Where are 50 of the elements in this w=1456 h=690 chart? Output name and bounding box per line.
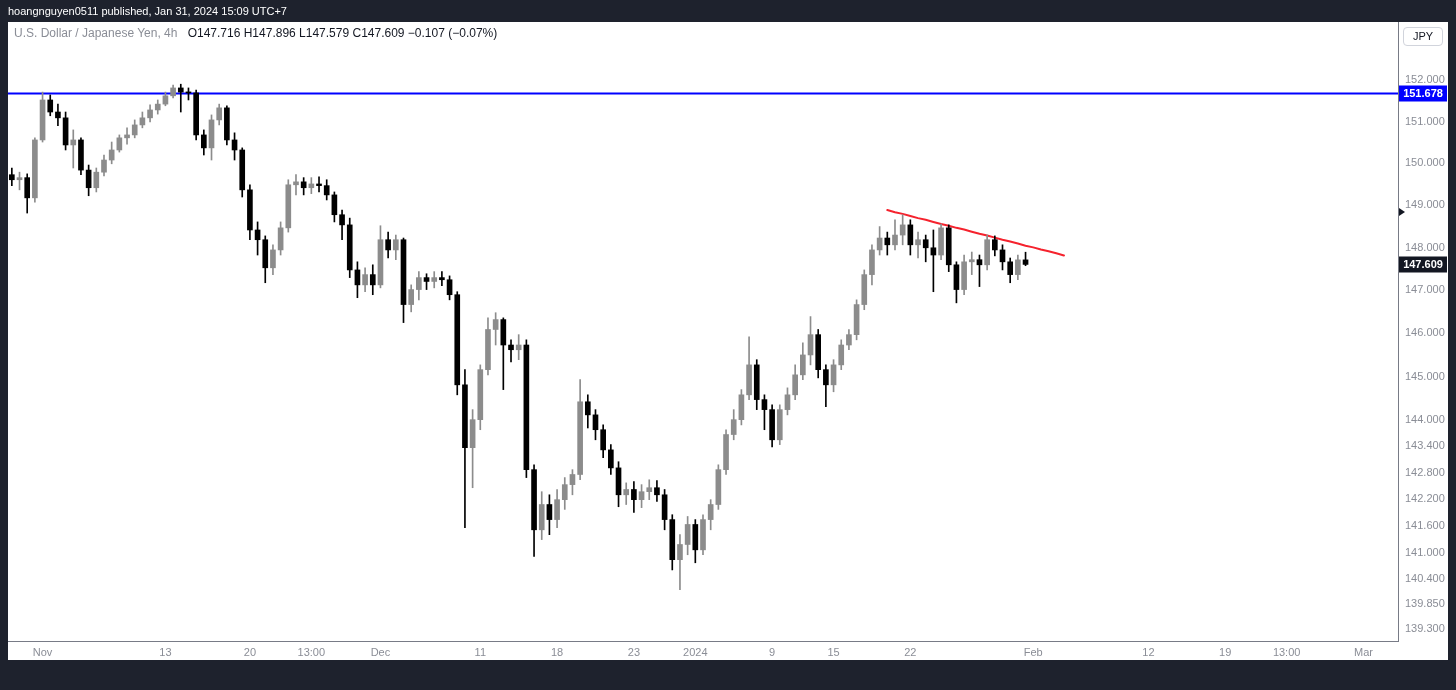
candlestick [124, 127, 130, 145]
x-tick-label: 18 [550, 645, 564, 658]
y-tick-label: 144.000 [1405, 413, 1445, 426]
x-tick-label: 23 [627, 645, 641, 658]
y-tick-label: 148.000 [1405, 240, 1445, 253]
y-tick-label: 139.850 [1405, 597, 1445, 610]
y-tick-label: 141.000 [1405, 545, 1445, 558]
x-tick-label: Feb [1023, 645, 1043, 658]
x-tick-label: 15 [827, 645, 840, 658]
y-tick-label: 152.000 [1405, 73, 1445, 86]
candlestick [439, 271, 445, 287]
y-tick-label: 143.400 [1405, 439, 1445, 452]
ref-line-label: 151.678 [1403, 86, 1443, 99]
y-tick-label: 142.800 [1405, 465, 1445, 478]
candlestick [316, 176, 322, 193]
x-tick-label: 13:00 [297, 645, 326, 658]
x-tick-label: 9 [769, 645, 776, 658]
candlestick [968, 251, 975, 275]
candlestick [293, 174, 299, 196]
x-tick-label: 2024 [683, 645, 708, 658]
text: 147.609 [1403, 257, 1443, 270]
y-axis-title: JPY [1403, 27, 1443, 46]
chart-subtitle: O147.716 H147.896 L147.579 C147.609 −0.107 (−0.07%) [187, 26, 498, 41]
x-tick-label: 22 [904, 645, 917, 658]
x-tick-label: Mar [1353, 645, 1374, 658]
text: hoangnguyen0511 published, Jan 31, 2024 15:09 UTC+7 [8, 4, 287, 19]
chart-title: U.S. Dollar / Japanese Yen, 4h [14, 26, 178, 41]
y-tick-label: 140.400 [1405, 572, 1445, 585]
candlestick [508, 339, 514, 363]
x-tick-label: 12 [1142, 645, 1155, 658]
x-tick-label: 13 [159, 645, 172, 658]
x-tick-label: 19 [1219, 645, 1232, 658]
x-tick-label: Nov [32, 645, 53, 658]
y-tick-label: 147.000 [1405, 283, 1445, 296]
x-tick-label: Dec [370, 645, 391, 658]
y-tick-label: 150.000 [1405, 156, 1445, 169]
y-tick-label: 142.200 [1405, 492, 1445, 505]
candlestick [70, 129, 77, 169]
y-tick-label: 139.300 [1405, 621, 1445, 634]
y-tick-label: 145.000 [1405, 369, 1445, 382]
x-tick-label: 11 [474, 645, 486, 658]
y-tick-label: 149.000 [1405, 198, 1445, 211]
candlestick [915, 231, 921, 259]
x-tick-label: 20 [243, 645, 257, 658]
x-tick-label: 13:00 [1272, 645, 1301, 658]
candlestick [646, 479, 653, 500]
y-tick-label: 146.000 [1405, 326, 1445, 339]
y-tick-label: 151.000 [1405, 114, 1445, 127]
candlestick [515, 334, 522, 361]
y-tick-label: 141.600 [1405, 518, 1445, 531]
